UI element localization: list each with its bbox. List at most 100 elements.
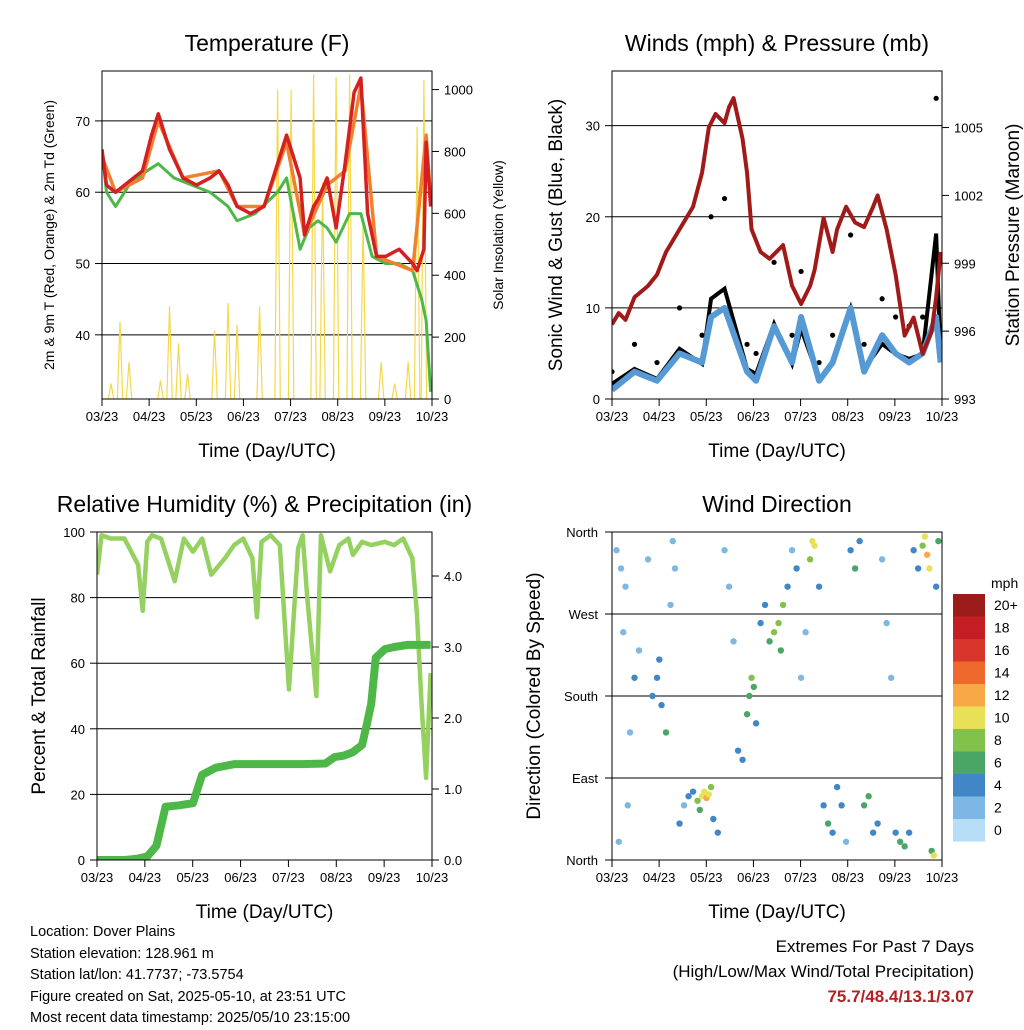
gust-point: [830, 332, 836, 338]
x-tick-label: 03/23: [596, 409, 629, 424]
direction-point: [644, 556, 652, 563]
x-tick-label: 05/23: [176, 870, 209, 885]
chart-title: Winds (mph) & Pressure (mb): [625, 30, 929, 56]
x-tick-label: 09/23: [369, 409, 402, 424]
y-tick-label: 70: [76, 114, 90, 129]
x-tick-label: 07/23: [272, 870, 305, 885]
y-tick-label: 80: [71, 591, 85, 606]
y-tick-label: East: [572, 771, 598, 786]
y-tick-label: North: [566, 853, 598, 868]
direction-point: [847, 547, 854, 554]
x-tick-label: 06/23: [737, 870, 770, 885]
direction-point: [626, 729, 634, 736]
direction-point: [739, 756, 746, 763]
series-sonic-wind: [612, 304, 942, 393]
direction-point: [685, 793, 692, 800]
gust-point: [676, 305, 683, 311]
gust-point: [798, 268, 804, 275]
station-latlon: Station lat/lon: 41.7737; -73.5754: [30, 967, 244, 983]
x-tick-label: 07/23: [784, 409, 817, 424]
gust-point: [708, 214, 714, 220]
y-right-tick-label: 3.0: [444, 640, 462, 655]
direction-point: [874, 820, 881, 827]
extremes-heading: Extremes For Past 7 Days: [775, 937, 974, 956]
y-axis-label: Direction (Colored By Speed): [524, 572, 545, 819]
colorbar-swatch: [953, 819, 985, 842]
direction-point: [721, 547, 728, 554]
gust-point: [654, 359, 660, 366]
direction-point: [680, 802, 688, 809]
chart-panel-4: Wind Direction 03/23 04/23 05/23 06/23 07/23 0…: [524, 491, 1018, 923]
chart-panel-2: Winds (mph) & Pressure (mb) 03/23 04/23 05/…: [546, 30, 1024, 462]
plot-area: [613, 533, 942, 859]
direction-point: [777, 647, 785, 654]
direction-point: [730, 638, 737, 645]
y-right-tick-label: 1005: [954, 121, 983, 136]
y-right-tick-label: 200: [444, 330, 466, 345]
y-tick-label: South: [564, 689, 598, 704]
direction-point: [746, 692, 753, 700]
colorbar-swatch: [953, 594, 985, 617]
y-right-tick-label: 800: [444, 144, 466, 159]
gust-point: [816, 359, 822, 366]
direction-point: [923, 551, 931, 558]
y-right-tick-label: 4.0: [444, 569, 462, 584]
chart-panel-3: Relative Humidity (%) & Precipitation (i…: [29, 491, 472, 923]
series-2m-t: [102, 76, 432, 273]
station-elevation: Station elevation: 128.961 m: [30, 945, 214, 962]
x-tick-label: 03/23: [86, 409, 119, 424]
x-tick-label: 04/23: [643, 870, 676, 885]
direction-point: [921, 533, 929, 540]
extremes-summary: Extremes For Past 7 Days (High/Low/Max W…: [673, 934, 974, 1009]
direction-point: [833, 783, 841, 791]
gust-point: [771, 259, 777, 265]
direction-point: [811, 542, 818, 549]
direction-point: [757, 619, 764, 627]
colorbar-label: 4: [994, 777, 1002, 793]
direction-point: [905, 829, 913, 836]
direction-point: [613, 547, 620, 554]
y-tick-label: 40: [71, 722, 85, 737]
direction-point: [919, 542, 926, 549]
direction-point: [667, 601, 674, 609]
y-tick-label: North: [566, 525, 598, 540]
station-location: Location: Dover Plains: [30, 924, 176, 940]
x-tick-label: 10/23: [416, 409, 449, 424]
direction-point: [820, 802, 827, 809]
direction-point: [766, 638, 773, 645]
x-tick-label: 08/23: [831, 409, 864, 424]
direction-point: [878, 556, 886, 563]
colorbar-label: 8: [994, 732, 1002, 748]
y-tick-label: 100: [63, 525, 85, 540]
x-tick-label: 06/23: [737, 409, 770, 424]
colorbar-swatch: [953, 796, 985, 819]
direction-point: [887, 674, 895, 681]
gust-point: [933, 95, 939, 101]
y-right-tick-label: 600: [444, 206, 466, 221]
colorbar-label: 2: [994, 800, 1002, 816]
y-tick-label: 20: [71, 787, 85, 802]
extremes-legend: (High/Low/Max Wind/Total Precipitation): [672, 962, 974, 981]
colorbar: mph 20+ 18 16 14 12 10 8 6 4 2 0: [953, 575, 1018, 842]
direction-point: [806, 556, 814, 563]
direction-point: [662, 729, 670, 736]
direction-point: [797, 674, 805, 681]
x-tick-label: 08/23: [831, 870, 864, 885]
direction-point: [656, 656, 663, 663]
direction-point: [725, 583, 733, 590]
direction-point: [926, 565, 933, 572]
y-right-tick-label: 996: [954, 324, 976, 339]
direction-point: [770, 629, 778, 636]
direction-point: [714, 829, 721, 836]
direction-point: [932, 583, 940, 590]
y-tick-label: 40: [76, 328, 90, 343]
direction-point: [842, 838, 850, 845]
y-right-tick-label: 0.0: [444, 853, 462, 868]
y-axis-label: 2m & 9m T (Red, Orange) & 2m Td (Green): [41, 100, 57, 370]
y-tick-label: 30: [586, 119, 600, 134]
plot-area: [612, 95, 942, 393]
plot-area: [102, 74, 432, 399]
direction-point: [829, 829, 836, 836]
series-2m-td: [102, 149, 432, 392]
